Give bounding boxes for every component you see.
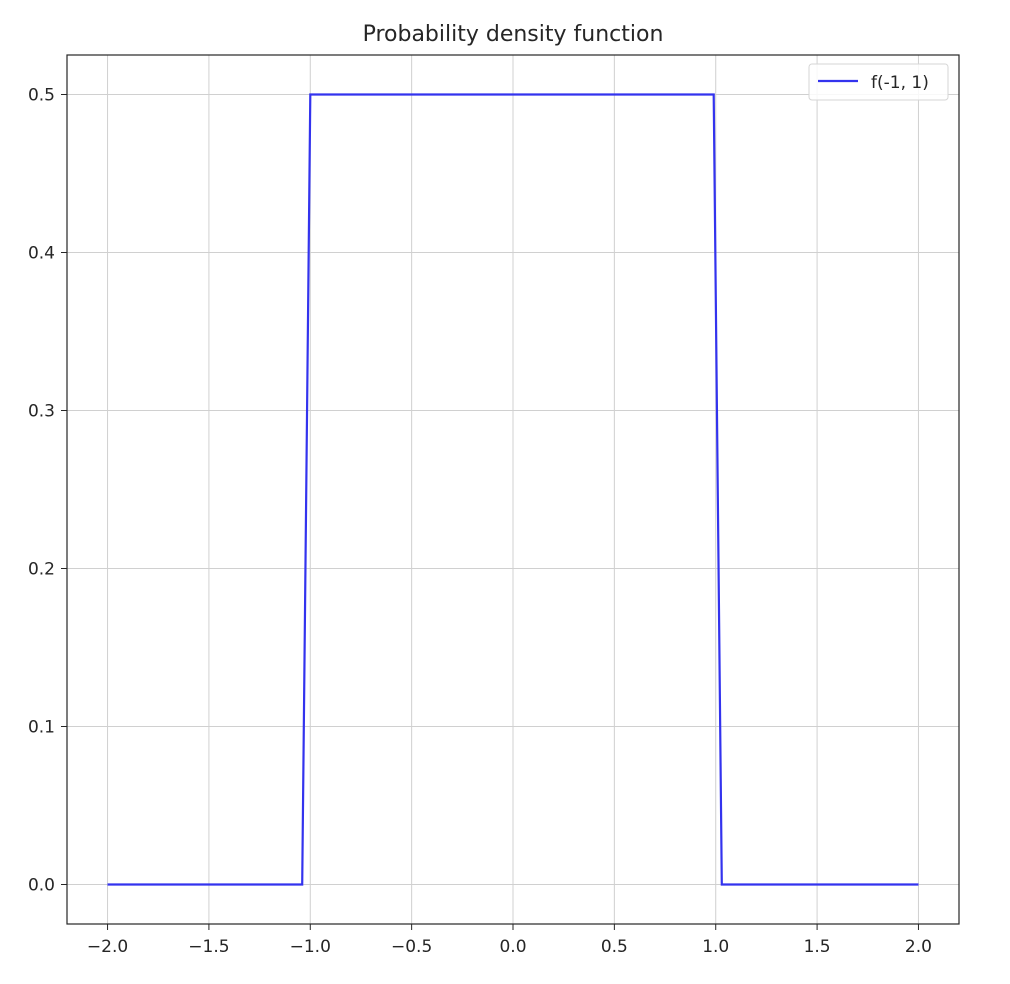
x-tick-label: 0.0 <box>499 937 526 957</box>
x-tick-label: 1.0 <box>702 937 729 957</box>
legend-label-f-1-1: f(-1, 1) <box>871 73 929 93</box>
x-tick-label: −1.0 <box>290 937 331 957</box>
plot-frame <box>66 54 960 925</box>
x-tick-label: 0.5 <box>601 937 628 957</box>
y-tick-label: 0.2 <box>28 560 55 580</box>
y-tick-label: 0.4 <box>28 244 55 264</box>
x-tick-label: 2.0 <box>905 937 932 957</box>
chart-title: Probability density function <box>363 22 664 47</box>
x-tick-label: −1.5 <box>188 937 229 957</box>
y-axis-ticks: 0.0 0.1 0.2 0.3 0.4 0.5 <box>28 86 67 896</box>
legend-box <box>808 63 949 101</box>
y-tick-label: 0.5 <box>28 86 55 106</box>
series-layer <box>107 93 919 886</box>
y-tick-label: 0.3 <box>28 402 55 422</box>
series-line-f-1-1 <box>107 93 919 886</box>
x-tick-label: −2.0 <box>87 937 128 957</box>
y-tick-label: 0.0 <box>28 876 55 896</box>
y-tick-label: 0.1 <box>28 718 55 738</box>
x-tick-label: −0.5 <box>391 937 432 957</box>
x-axis-ticks: −2.0 −1.5 −1.0 −0.5 0.0 0.5 1.0 1.5 2.0 <box>87 924 932 957</box>
x-tick-label: 1.5 <box>804 937 831 957</box>
legend: f(-1, 1) <box>808 63 949 101</box>
